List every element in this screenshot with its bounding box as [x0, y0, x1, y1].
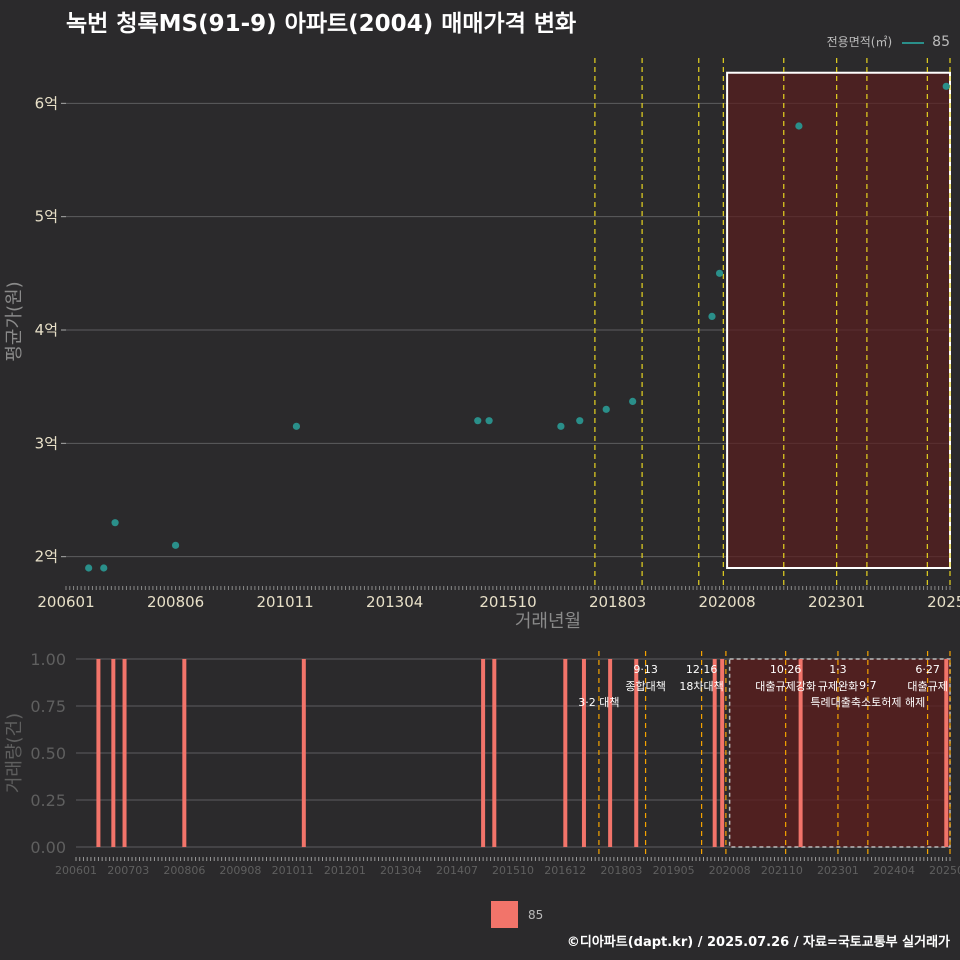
x-tick-label: 201612 — [544, 864, 586, 877]
y-tick-label: 0.75 — [30, 697, 66, 716]
legend-line-key — [902, 41, 925, 44]
annotation-label: 대출규제 — [907, 680, 947, 693]
x-axis-title: 거래년월 — [515, 611, 581, 632]
annotation-date: 6·27 — [915, 663, 940, 676]
data-point — [795, 122, 803, 130]
highlight-box — [726, 71, 952, 569]
volume-bar — [563, 659, 568, 847]
data-point — [171, 541, 180, 549]
y-tick-label: 5억 — [35, 208, 58, 226]
volume-bar — [492, 659, 497, 847]
data-point — [629, 397, 637, 405]
annotation-label: 3·2 대책 — [578, 696, 619, 709]
y-tick-label: 4억 — [35, 321, 58, 339]
x-tick-label: 201304 — [366, 593, 423, 611]
x-tick-label: 200806 — [147, 593, 204, 611]
x-tick-label: 201201 — [324, 864, 366, 877]
data-point — [100, 564, 108, 572]
x-tick-label: 200601 — [55, 864, 97, 877]
x-tick-label: 201011 — [272, 864, 314, 877]
data-point — [576, 417, 584, 425]
source-credit: ©디아파트(dapt.kr) / 2025.07.26 / 자료=국토교통부 실… — [566, 935, 950, 950]
x-tick-label: 202301 — [808, 593, 865, 611]
x-tick-label: 201407 — [436, 864, 478, 877]
volume-bar — [481, 659, 486, 847]
volume-bar — [581, 659, 586, 847]
annotation-date: 1·3 — [829, 663, 847, 676]
annotation-date: 10·26 — [770, 663, 802, 676]
annotation-label: 종합대책 — [625, 680, 665, 693]
y-axis-title: 평균가(원) — [4, 281, 25, 361]
price-scatter-chart: 2억 3억 4억 5억 6억 200601 200806 201011 201304 201510… — [4, 58, 960, 632]
x-tick-label: 200601 — [37, 593, 94, 611]
x-tick-label: 202506 — [929, 864, 960, 877]
volume-bar — [301, 659, 306, 847]
data-point — [942, 82, 950, 90]
volume-bar — [608, 659, 613, 847]
x-tick-label: 201803 — [589, 593, 646, 611]
annotation-label: 특례대출축소토허제 해제 — [810, 695, 925, 709]
annotation-label: 18차대책 — [679, 680, 723, 693]
x-tick-label: 200908 — [219, 864, 261, 877]
y-tick-label: 0.50 — [30, 744, 66, 763]
data-point — [111, 519, 119, 527]
volume-legend-swatch — [491, 901, 518, 928]
x-tick-label: 201905 — [653, 864, 695, 877]
volume-bar — [111, 659, 116, 847]
legend: 전용면적(㎡) 85 — [827, 33, 950, 50]
volume-bar — [712, 659, 717, 847]
y-tick-label: 0.00 — [30, 838, 66, 857]
x-tick-label: 202404 — [873, 864, 915, 877]
x-tick-label: 200703 — [107, 864, 149, 877]
data-point — [85, 564, 93, 572]
data-point — [715, 269, 724, 277]
x-tick-label: 202110 — [761, 864, 803, 877]
annotation-label: 규제완화 — [818, 680, 858, 693]
data-point — [602, 405, 610, 413]
volume-bar — [122, 659, 127, 847]
x-tick-label: 202008 — [698, 593, 755, 611]
volume-legend-label: 85 — [528, 907, 544, 922]
volume-legend: 85 — [491, 901, 543, 928]
volume-bar — [96, 659, 101, 847]
legend-series-label: 85 — [932, 34, 950, 50]
y-tick-label: 3억 — [35, 434, 58, 452]
annotation-label: 대출규제강화 — [755, 680, 816, 693]
volume-bar — [634, 659, 639, 847]
x-tick-label: 200806 — [163, 864, 205, 877]
y-tick-label: 1.00 — [30, 650, 66, 669]
annotation-date: 9·7 — [859, 679, 877, 692]
volume-bar — [720, 659, 725, 847]
data-point — [474, 417, 482, 425]
y-tick-label: 2억 — [35, 548, 58, 566]
volume-bar — [182, 659, 187, 847]
x-tick-label: 2025 — [927, 593, 960, 611]
x-tick-label: 202301 — [817, 864, 859, 877]
x-tick-label: 201011 — [256, 593, 313, 611]
annotation-date: 9·13 — [633, 663, 658, 676]
legend-title: 전용면적(㎡) — [826, 35, 893, 49]
data-point — [485, 417, 493, 425]
y-tick-label: 0.25 — [30, 791, 66, 810]
x-axis-minor-ticks — [75, 857, 951, 861]
chart-title: 녹번 청록MS(91-9) 아파트(2004) 매매가격 변화 — [66, 11, 577, 37]
annotation-date: 12·16 — [686, 663, 718, 676]
x-tick-label: 201304 — [380, 864, 422, 877]
x-tick-label: 201510 — [479, 593, 536, 611]
x-tick-label: 201510 — [492, 864, 534, 877]
y-tick-label: 6억 — [35, 94, 58, 112]
highlight-box — [728, 658, 951, 848]
x-axis-minor-ticks — [65, 586, 951, 590]
data-point — [557, 422, 565, 430]
x-tick-label: 202008 — [709, 864, 751, 877]
volume-bar — [944, 659, 949, 847]
data-point — [708, 312, 716, 320]
volume-bar — [798, 659, 803, 847]
x-tick-label: 201803 — [600, 864, 642, 877]
data-point — [292, 422, 301, 430]
y-axis-title: 거래량(건) — [4, 713, 25, 793]
